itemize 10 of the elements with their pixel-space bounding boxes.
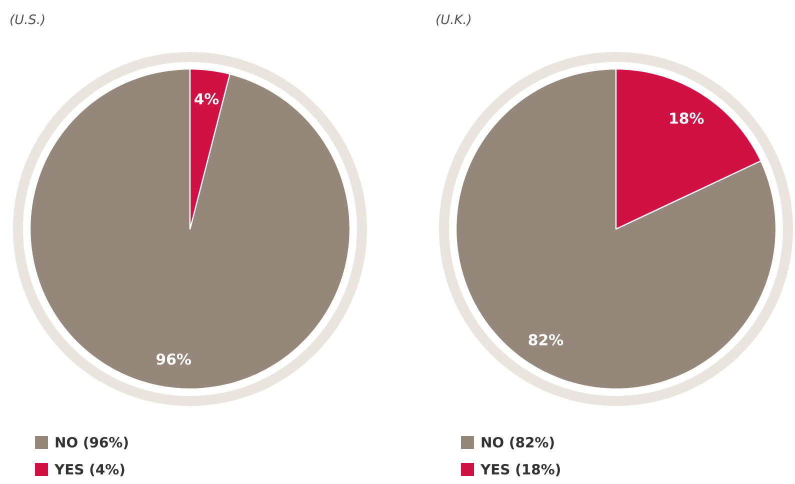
legend-label: NO (82%): [482, 436, 554, 450]
data-label: 4%: [194, 93, 219, 104]
data-label: 82%: [528, 334, 564, 346]
data-label: 18%: [670, 112, 704, 124]
legend-label: YES (4%): [54, 464, 124, 476]
chart-title: (U.S.): [10, 14, 44, 26]
data-label: 96%: [156, 353, 191, 365]
chart-title: (U.K.): [436, 14, 471, 26]
legend-label: YES (18%): [480, 464, 560, 476]
legend-label: NO (96%): [56, 436, 128, 450]
